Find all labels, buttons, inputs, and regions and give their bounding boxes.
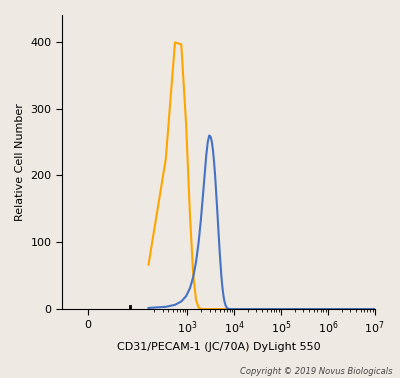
Y-axis label: Relative Cell Number: Relative Cell Number bbox=[15, 103, 25, 221]
Text: Copyright © 2019 Novus Biologicals: Copyright © 2019 Novus Biologicals bbox=[240, 367, 392, 376]
X-axis label: CD31/PECAM-1 (JC/70A) DyLight 550: CD31/PECAM-1 (JC/70A) DyLight 550 bbox=[117, 342, 320, 352]
